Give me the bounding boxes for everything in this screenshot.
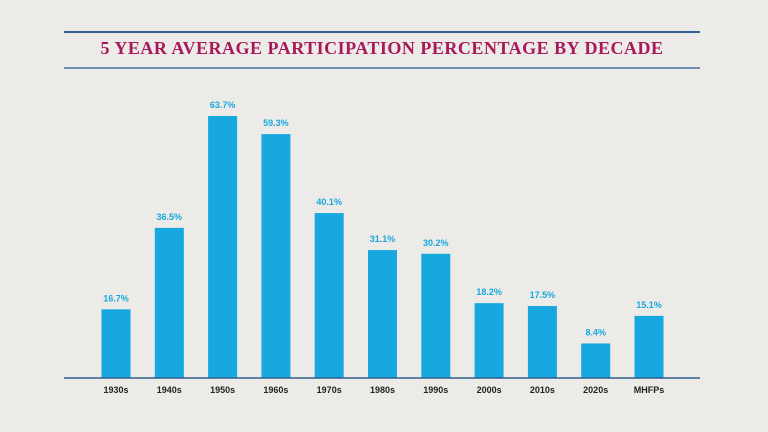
bar — [527, 306, 557, 378]
bar — [154, 227, 184, 378]
x-tick-label: 1930s — [103, 385, 128, 395]
x-tick-label: 2020s — [583, 385, 608, 395]
bar — [581, 343, 611, 378]
chart-title: 5 YEAR AVERAGE PARTICIPATION PERCENTAGE … — [100, 38, 664, 58]
bar — [314, 213, 344, 378]
bar — [634, 315, 664, 378]
data-label: 15.1% — [636, 300, 662, 310]
x-tick-label: 1940s — [157, 385, 182, 395]
bar — [421, 253, 451, 378]
bar — [101, 309, 131, 378]
bar — [368, 250, 397, 378]
title-top-rule — [64, 31, 700, 33]
x-tick-label: 1950s — [210, 385, 235, 395]
x-tick-label: MHFPs — [634, 385, 665, 395]
x-tick-label: 2010s — [530, 385, 555, 395]
data-label: 30.2% — [423, 238, 449, 248]
x-tick-label: 2000s — [477, 385, 502, 395]
title-bottom-rule — [64, 67, 700, 69]
data-label: 40.1% — [316, 197, 342, 207]
data-label: 59.3% — [263, 118, 289, 128]
x-tick-label: 1980s — [370, 385, 395, 395]
bar — [208, 116, 238, 378]
data-label: 36.5% — [157, 212, 183, 222]
data-label: 16.7% — [103, 293, 129, 303]
x-tick-label: 1970s — [317, 385, 342, 395]
bar — [261, 134, 291, 378]
data-label: 31.1% — [370, 234, 396, 244]
data-label: 63.7% — [210, 100, 236, 110]
bar — [474, 303, 504, 378]
data-label: 17.5% — [530, 290, 556, 300]
x-tick-label: 1960s — [263, 385, 288, 395]
x-tick-label: 1990s — [423, 385, 448, 395]
data-label: 8.4% — [585, 327, 606, 337]
data-label: 18.2% — [476, 287, 502, 297]
